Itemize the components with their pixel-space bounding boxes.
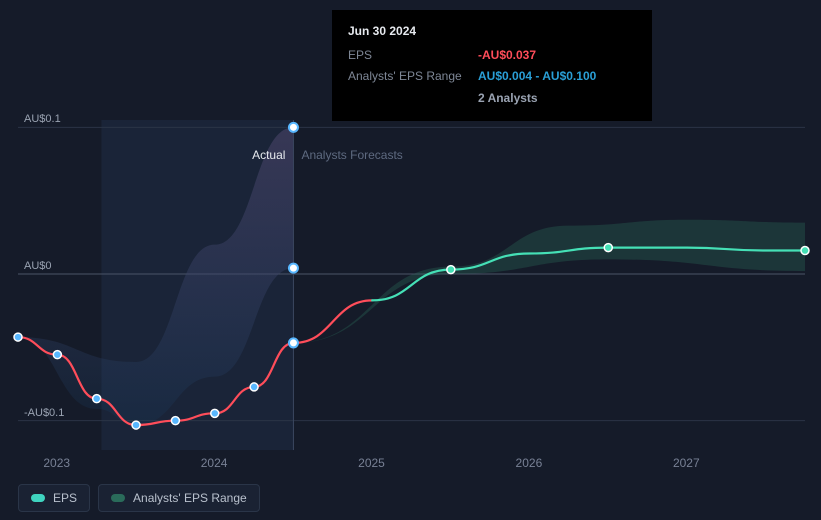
section-label-actual: Actual <box>213 148 285 162</box>
tooltip-date: Jun 30 2024 <box>348 22 636 41</box>
x-tick-label: 2027 <box>673 456 700 470</box>
legend-swatch-icon <box>31 494 45 502</box>
tooltip-value: -AU$0.037 <box>478 45 636 66</box>
tooltip-row: 2 Analysts <box>348 88 636 109</box>
legend: EPS Analysts' EPS Range <box>18 484 260 512</box>
legend-label: Analysts' EPS Range <box>133 491 247 505</box>
y-tick-label: AU$0 <box>24 260 52 272</box>
tooltip-value: AU$0.004 - AU$0.100 <box>478 66 636 87</box>
tooltip-row: EPS -AU$0.037 <box>348 45 636 66</box>
tooltip-value: 2 Analysts <box>478 88 636 109</box>
y-tick-label: AU$0.1 <box>24 113 61 125</box>
legend-item-eps[interactable]: EPS <box>18 484 90 512</box>
legend-label: EPS <box>53 491 77 505</box>
legend-swatch-icon <box>111 494 125 502</box>
x-tick-label: 2024 <box>201 456 228 470</box>
eps-chart: -AU$0.1 AU$0 AU$0.1 2023 2024 2025 2026 … <box>0 0 821 520</box>
tooltip-row: Analysts' EPS Range AU$0.004 - AU$0.100 <box>348 66 636 87</box>
tooltip-key: EPS <box>348 45 478 66</box>
legend-item-range[interactable]: Analysts' EPS Range <box>98 484 260 512</box>
x-tick-label: 2026 <box>516 456 543 470</box>
y-tick-label: -AU$0.1 <box>24 407 64 419</box>
x-tick-label: 2023 <box>43 456 70 470</box>
x-tick-label: 2025 <box>358 456 385 470</box>
section-label-forecast: Analysts Forecasts <box>301 148 402 162</box>
tooltip-key <box>348 88 478 109</box>
chart-tooltip: Jun 30 2024 EPS -AU$0.037 Analysts' EPS … <box>332 10 652 121</box>
tooltip-key: Analysts' EPS Range <box>348 66 478 87</box>
